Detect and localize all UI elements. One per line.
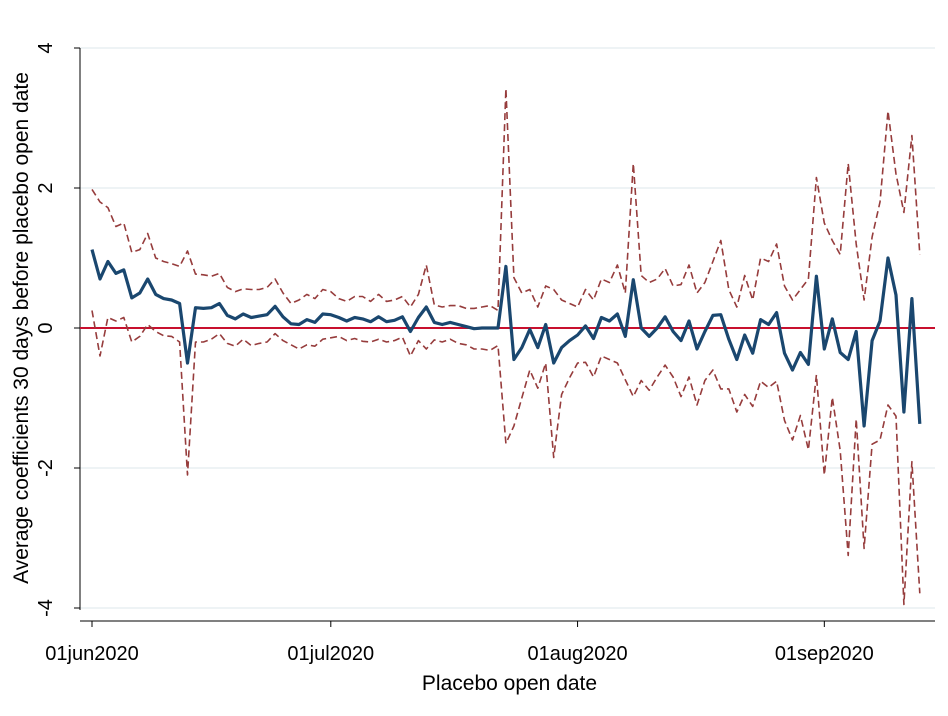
series-line-lower-ci: [91, 310, 921, 606]
series-line-upper-ci: [91, 87, 921, 312]
y-tick-label-0: -4: [35, 599, 57, 617]
y-tick-label-3: 2: [35, 182, 57, 193]
x-tick-label-3: 01sep2020: [775, 643, 874, 665]
y-tick-label-1: -2: [35, 459, 57, 477]
y-axis-ticks: -4 -2 0 2 4: [35, 42, 80, 617]
x-axis-ticks: 01jun2020 01jul2020 01aug2020 01sep2020: [45, 621, 874, 665]
series-line-estimate: [90, 249, 922, 428]
series-group: [90, 87, 922, 606]
x-axis-title: Placebo open date: [422, 672, 597, 695]
y-tick-label-2: 0: [35, 322, 57, 333]
x-tick-label-0: 01jun2020: [45, 643, 138, 665]
y-axis-title: Average coefficients 30 days before plac…: [10, 72, 33, 584]
y-tick-label-4: 4: [35, 42, 57, 53]
x-tick-label-1: 01jul2020: [287, 643, 374, 665]
x-tick-label-2: 01aug2020: [528, 643, 628, 665]
